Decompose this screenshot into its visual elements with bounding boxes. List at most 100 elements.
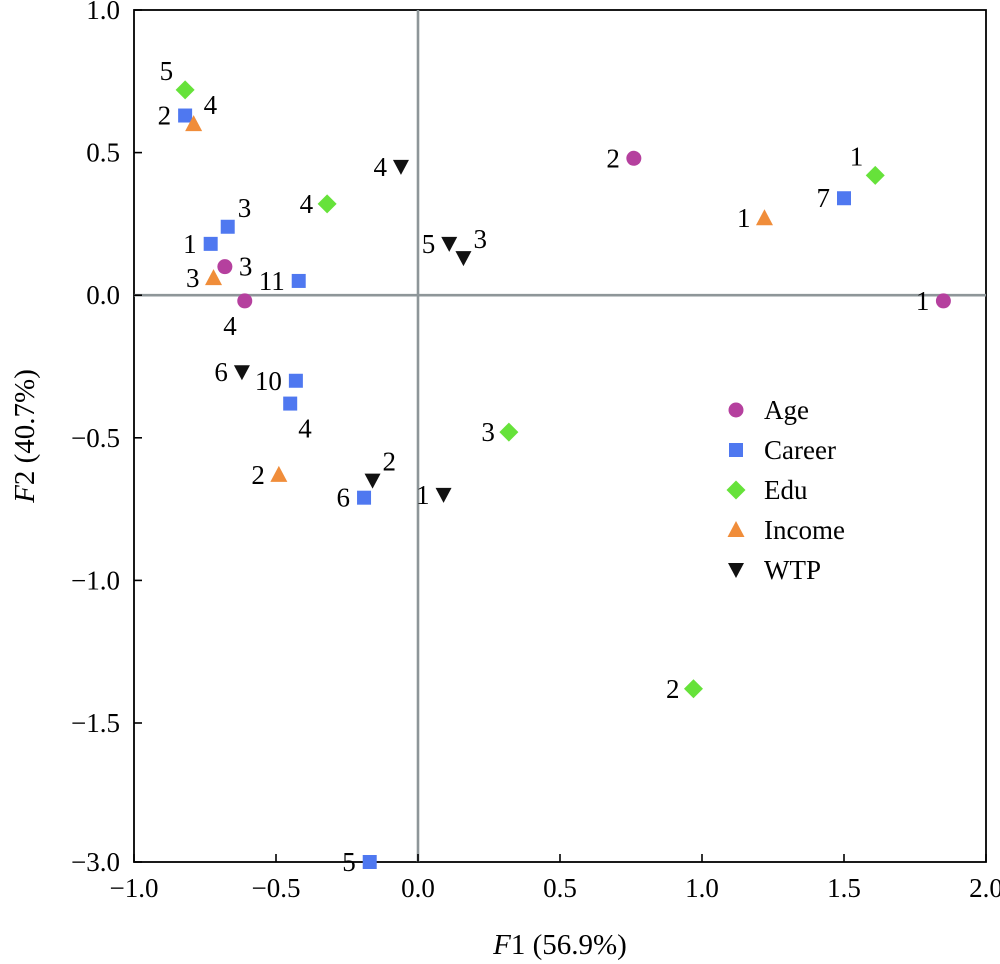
legend-label: Career xyxy=(764,435,836,465)
legend-marker-edu xyxy=(726,480,746,500)
point-label: 2 xyxy=(383,447,397,477)
point-label: 1 xyxy=(737,203,751,233)
y-tick-label: 0.0 xyxy=(86,280,120,310)
point-wtp-5 xyxy=(441,236,458,252)
y-tick-label: 0.5 xyxy=(86,138,120,168)
point-label: 5 xyxy=(342,847,356,877)
x-axis-title: F1 (56.9%) xyxy=(492,929,627,961)
point-label: 3 xyxy=(239,252,253,282)
x-tick-label: 0.0 xyxy=(401,873,435,903)
point-label: 7 xyxy=(817,183,831,213)
point-wtp-6 xyxy=(233,365,250,381)
point-edu-3 xyxy=(499,422,519,442)
point-wtp-4 xyxy=(392,159,409,175)
x-axis-title-rest: (56.9%) xyxy=(525,929,626,961)
point-label: 10 xyxy=(255,366,282,396)
point-label: 2 xyxy=(666,674,680,704)
point-label: 5 xyxy=(422,229,436,259)
point-label: 4 xyxy=(373,152,387,182)
point-label: 4 xyxy=(223,311,237,341)
y-axis-title-var: F xyxy=(9,485,41,504)
x-tick-label: −1.0 xyxy=(110,873,159,903)
y-axis-title-index: 2 xyxy=(9,471,41,486)
point-career-6 xyxy=(357,490,372,505)
legend-marker-career xyxy=(729,443,743,457)
legend-item-career: Career xyxy=(729,435,836,465)
point-label: 3 xyxy=(186,263,200,293)
legend-marker-age xyxy=(728,402,744,418)
legend-label: Edu xyxy=(764,475,808,505)
point-label: 3 xyxy=(238,193,252,223)
x-axis-title-index: 1 xyxy=(511,929,526,961)
point-label: 4 xyxy=(204,90,218,120)
point-label: 1 xyxy=(916,286,930,316)
point-wtp-3 xyxy=(455,251,472,267)
legend-label: WTP xyxy=(764,555,821,585)
y-axis-title: F2 (40.7%) xyxy=(9,369,41,504)
point-label: 6 xyxy=(337,483,351,513)
y-tick-label: −0.5 xyxy=(71,423,120,453)
point-age-2 xyxy=(626,150,642,166)
point-label: 2 xyxy=(251,460,265,490)
point-career-1 xyxy=(203,236,218,251)
point-label: 4 xyxy=(300,189,314,219)
point-label: 6 xyxy=(214,357,228,387)
point-edu-5 xyxy=(175,80,195,100)
point-label: 2 xyxy=(158,101,172,131)
point-career-4 xyxy=(283,396,298,411)
y-tick-label: −1.5 xyxy=(71,708,120,738)
legend-item-wtp: WTP xyxy=(728,555,821,585)
point-label: 11 xyxy=(259,266,285,296)
point-career-3 xyxy=(220,219,235,234)
legend-label: Age xyxy=(764,395,809,425)
legend: Age Career Edu Income WTP xyxy=(726,395,845,585)
zero-reference-lines xyxy=(134,10,986,862)
y-axis-title-rest: (40.7%) xyxy=(9,369,41,470)
point-age-4 xyxy=(237,293,253,309)
x-tick-label: 0.5 xyxy=(543,873,577,903)
point-edu-4 xyxy=(317,194,337,214)
point-career-10 xyxy=(288,373,303,388)
y-tick-label: 1.0 xyxy=(86,0,120,25)
point-label: 3 xyxy=(481,417,495,447)
point-edu-2 xyxy=(683,679,703,699)
point-income-1 xyxy=(755,209,773,226)
x-tick-label: 2.0 xyxy=(969,873,1000,903)
point-age-1 xyxy=(935,293,951,309)
point-career-11 xyxy=(291,273,306,288)
point-label: 1 xyxy=(416,480,430,510)
x-tick-label: 1.5 xyxy=(827,873,861,903)
x-tick-label: −0.5 xyxy=(252,873,301,903)
y-tick-label: −1.0 xyxy=(71,565,120,595)
point-career-7 xyxy=(837,191,851,206)
legend-marker-income xyxy=(727,521,745,537)
y-axis-ticks: 1.0 0.5 0.0 −0.5 −1.0 −1.5 −3.0 xyxy=(71,0,142,877)
point-income-4 xyxy=(185,115,203,132)
legend-item-age: Age xyxy=(728,395,809,425)
plot-area-frame xyxy=(133,9,987,863)
x-tick-label: 1.0 xyxy=(685,873,719,903)
y-tick-label: −3.0 xyxy=(71,847,120,877)
point-career-5 xyxy=(362,855,377,869)
point-label: 1 xyxy=(183,229,197,259)
legend-label: Income xyxy=(764,515,845,545)
legend-item-edu: Edu xyxy=(726,475,808,505)
x-axis-ticks: −1.0 −0.5 0.0 0.5 1.0 1.5 2.0 xyxy=(110,854,1000,903)
point-wtp-1 xyxy=(435,487,452,503)
legend-marker-wtp xyxy=(728,563,744,578)
point-label: 2 xyxy=(606,143,620,173)
point-age-3 xyxy=(217,259,233,275)
point-income-3 xyxy=(205,269,223,286)
point-label: 4 xyxy=(298,414,312,444)
point-career-2 xyxy=(178,108,193,123)
point-income-2 xyxy=(270,465,288,482)
point-wtp-2 xyxy=(364,473,381,489)
point-label: 5 xyxy=(160,56,174,86)
